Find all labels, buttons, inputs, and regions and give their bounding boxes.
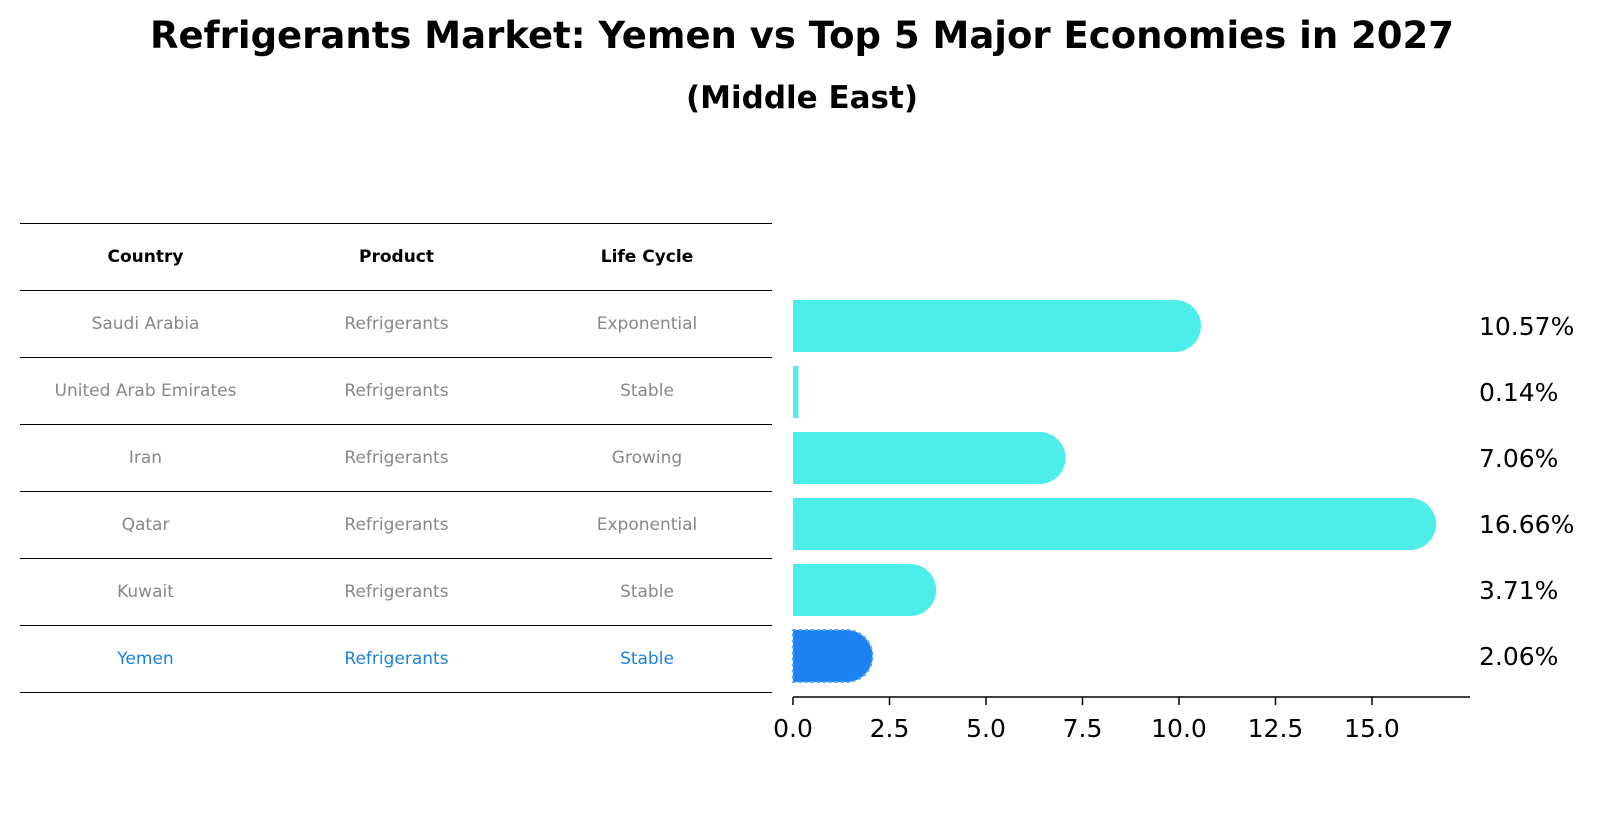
bar-united-arab-emirates bbox=[793, 366, 799, 418]
x-tick-label: 15.0 bbox=[1344, 714, 1400, 743]
cell-country: Saudi Arabia bbox=[91, 314, 200, 334]
table-row: Kuwait Refrigerants Stable bbox=[20, 558, 772, 625]
data-label: 10.57% bbox=[1479, 312, 1574, 341]
cell-country: United Arab Emirates bbox=[54, 381, 237, 401]
country-table: Country Product Life Cycle Saudi Arabia … bbox=[20, 223, 772, 693]
data-label: 2.06% bbox=[1479, 642, 1558, 671]
cell-country: Kuwait bbox=[117, 582, 174, 602]
cell-product: Refrigerants bbox=[344, 448, 449, 468]
bar-qatar bbox=[792, 498, 1437, 550]
cell-product: Refrigerants bbox=[344, 314, 449, 334]
header-product: Product bbox=[359, 247, 434, 267]
bar-kuwait bbox=[793, 564, 937, 616]
bar-saudi-arabia bbox=[792, 300, 1202, 352]
bar-yemen bbox=[792, 629, 874, 683]
cell-life-cycle: Stable bbox=[620, 582, 674, 602]
x-tick-label: 0.0 bbox=[773, 714, 813, 743]
data-label: 7.06% bbox=[1479, 444, 1558, 473]
cell-product: Refrigerants bbox=[344, 582, 449, 602]
chart-title: Refrigerants Market: Yemen vs Top 5 Majo… bbox=[149, 14, 1455, 57]
cell-country: Iran bbox=[128, 448, 163, 468]
cell-life-cycle: Exponential bbox=[596, 314, 698, 334]
x-tick-label: 10.0 bbox=[1151, 714, 1207, 743]
x-tick-label: 2.5 bbox=[870, 714, 910, 743]
cell-product: Refrigerants bbox=[344, 649, 449, 669]
cell-life-cycle: Stable bbox=[620, 381, 674, 401]
table-row: Saudi Arabia Refrigerants Exponential bbox=[20, 290, 772, 357]
chart-subtitle: (Middle East) bbox=[685, 80, 918, 116]
table-header-row: Country Product Life Cycle bbox=[20, 223, 772, 290]
data-label: 16.66% bbox=[1479, 510, 1574, 539]
cell-product: Refrigerants bbox=[344, 381, 449, 401]
table-row-highlight: Yemen Refrigerants Stable bbox=[20, 625, 772, 693]
table-row: United Arab Emirates Refrigerants Stable bbox=[20, 357, 772, 424]
cell-life-cycle: Exponential bbox=[596, 515, 698, 535]
header-country: Country bbox=[107, 247, 184, 267]
bar-iran bbox=[793, 432, 1066, 484]
x-tick-label: 5.0 bbox=[966, 714, 1006, 743]
cell-country: Yemen bbox=[117, 649, 174, 669]
data-label: 0.14% bbox=[1479, 378, 1558, 407]
table-row: Iran Refrigerants Growing bbox=[20, 424, 772, 491]
header-life-cycle: Life Cycle bbox=[600, 247, 694, 267]
cell-product: Refrigerants bbox=[344, 515, 449, 535]
data-label: 3.71% bbox=[1479, 576, 1558, 605]
cell-life-cycle: Growing bbox=[611, 448, 683, 468]
cell-country: Qatar bbox=[121, 515, 170, 535]
x-tick-label: 12.5 bbox=[1248, 714, 1304, 743]
table-row: Qatar Refrigerants Exponential bbox=[20, 491, 772, 558]
x-tick-label: 7.5 bbox=[1063, 714, 1103, 743]
cell-life-cycle: Stable bbox=[620, 649, 674, 669]
